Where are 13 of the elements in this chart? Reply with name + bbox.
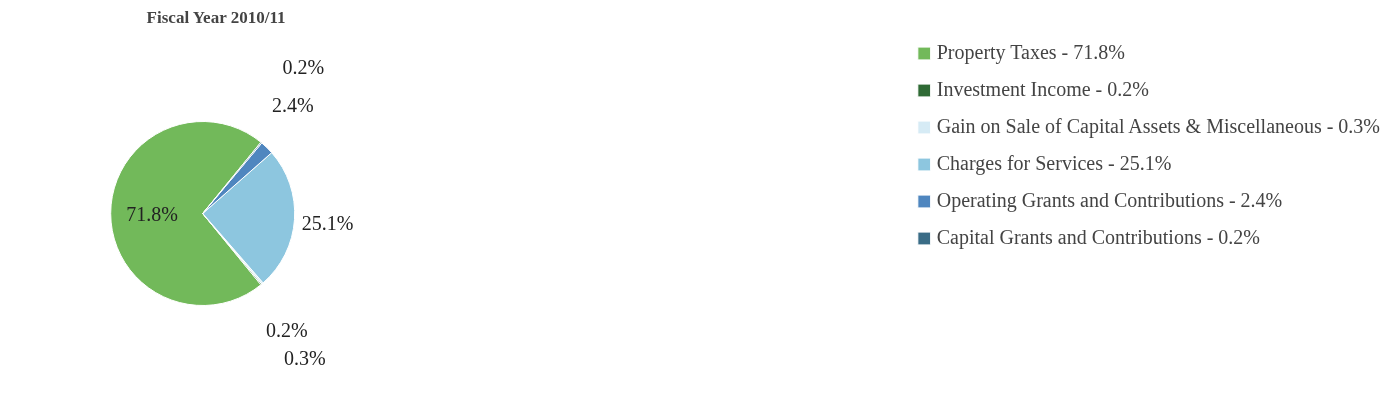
legend-label: Property Taxes - 71.8%	[936, 41, 1125, 64]
legend-label: Gain on Sale of Capital Assets & Miscellaneous - 0.3%	[936, 115, 1380, 138]
legend-label: Capital Grants and Contributions - 0.2%	[936, 226, 1261, 249]
data-label: 0.3%	[283, 347, 326, 370]
data-label: 71.8%	[126, 202, 178, 225]
data-label: 0.2%	[266, 319, 308, 341]
legend-label: Charges for Services - 25.1%	[936, 152, 1172, 175]
data-label: 0.2%	[282, 55, 325, 78]
legend-label: Investment Income - 0.2%	[936, 78, 1149, 101]
legend-label: Operating Grants and Contributions - 2.4%	[936, 189, 1283, 212]
data-label: 25.1%	[301, 212, 354, 235]
data-label: 2.4%	[272, 94, 314, 117]
chart-title: Fiscal Year 2010/11	[146, 7, 286, 27]
